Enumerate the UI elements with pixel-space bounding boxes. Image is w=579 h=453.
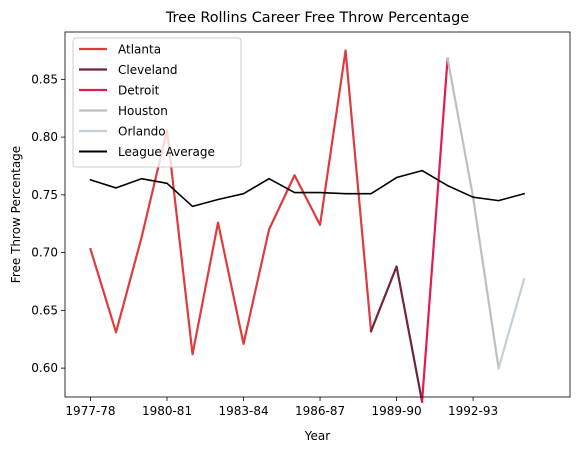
series-line-orlando	[497, 277, 526, 370]
y-tick-label: 0.60	[31, 361, 58, 375]
legend-label-league-average: League Average	[118, 145, 215, 159]
x-tick-label: 1989-90	[371, 404, 421, 418]
x-tick-label: 1980-81	[142, 404, 192, 418]
axes-layer	[64, 31, 571, 398]
x-tick-label: 1992-93	[448, 404, 498, 418]
legend-label-houston: Houston	[118, 104, 168, 118]
y-tick-label: 0.85	[31, 72, 58, 86]
plot-frame	[64, 31, 571, 398]
series-line-league-average	[89, 169, 526, 208]
legend: Atlanta Cleveland Detroit Houston Orlando Lea…	[72, 37, 242, 168]
legend-label-atlanta: Atlanta	[118, 43, 161, 57]
chart-title: Tree Rollins Career Free Throw Percentag…	[165, 10, 469, 26]
y-tick-label: 0.80	[31, 130, 58, 144]
series-line-atlanta	[89, 49, 373, 356]
x-tick-label: 1986-87	[295, 404, 345, 418]
series-line-detroit	[420, 57, 449, 403]
y-axis-label: Free Throw Percentage	[9, 146, 23, 283]
y-tick-label: 0.70	[31, 246, 58, 260]
series-line-cleveland	[369, 265, 424, 403]
y-ticks: 0.60 0.65 0.70 0.75 0.80 0.85	[31, 72, 65, 375]
legend-label-orlando: Orlando	[118, 125, 166, 139]
x-axis-label: Year	[304, 429, 330, 443]
x-ticks: 1977-78 1980-81 1983-84 1986-87 1989-90 1992-…	[65, 397, 498, 418]
x-tick-label: 1983-84	[218, 404, 268, 418]
y-tick-label: 0.75	[31, 188, 58, 202]
y-tick-label: 0.65	[31, 303, 58, 317]
series-layer	[89, 49, 526, 403]
x-tick-label: 1977-78	[65, 404, 115, 418]
legend-box	[72, 37, 242, 168]
legend-label-detroit: Detroit	[118, 84, 160, 98]
legend-label-cleveland: Cleveland	[118, 63, 178, 77]
